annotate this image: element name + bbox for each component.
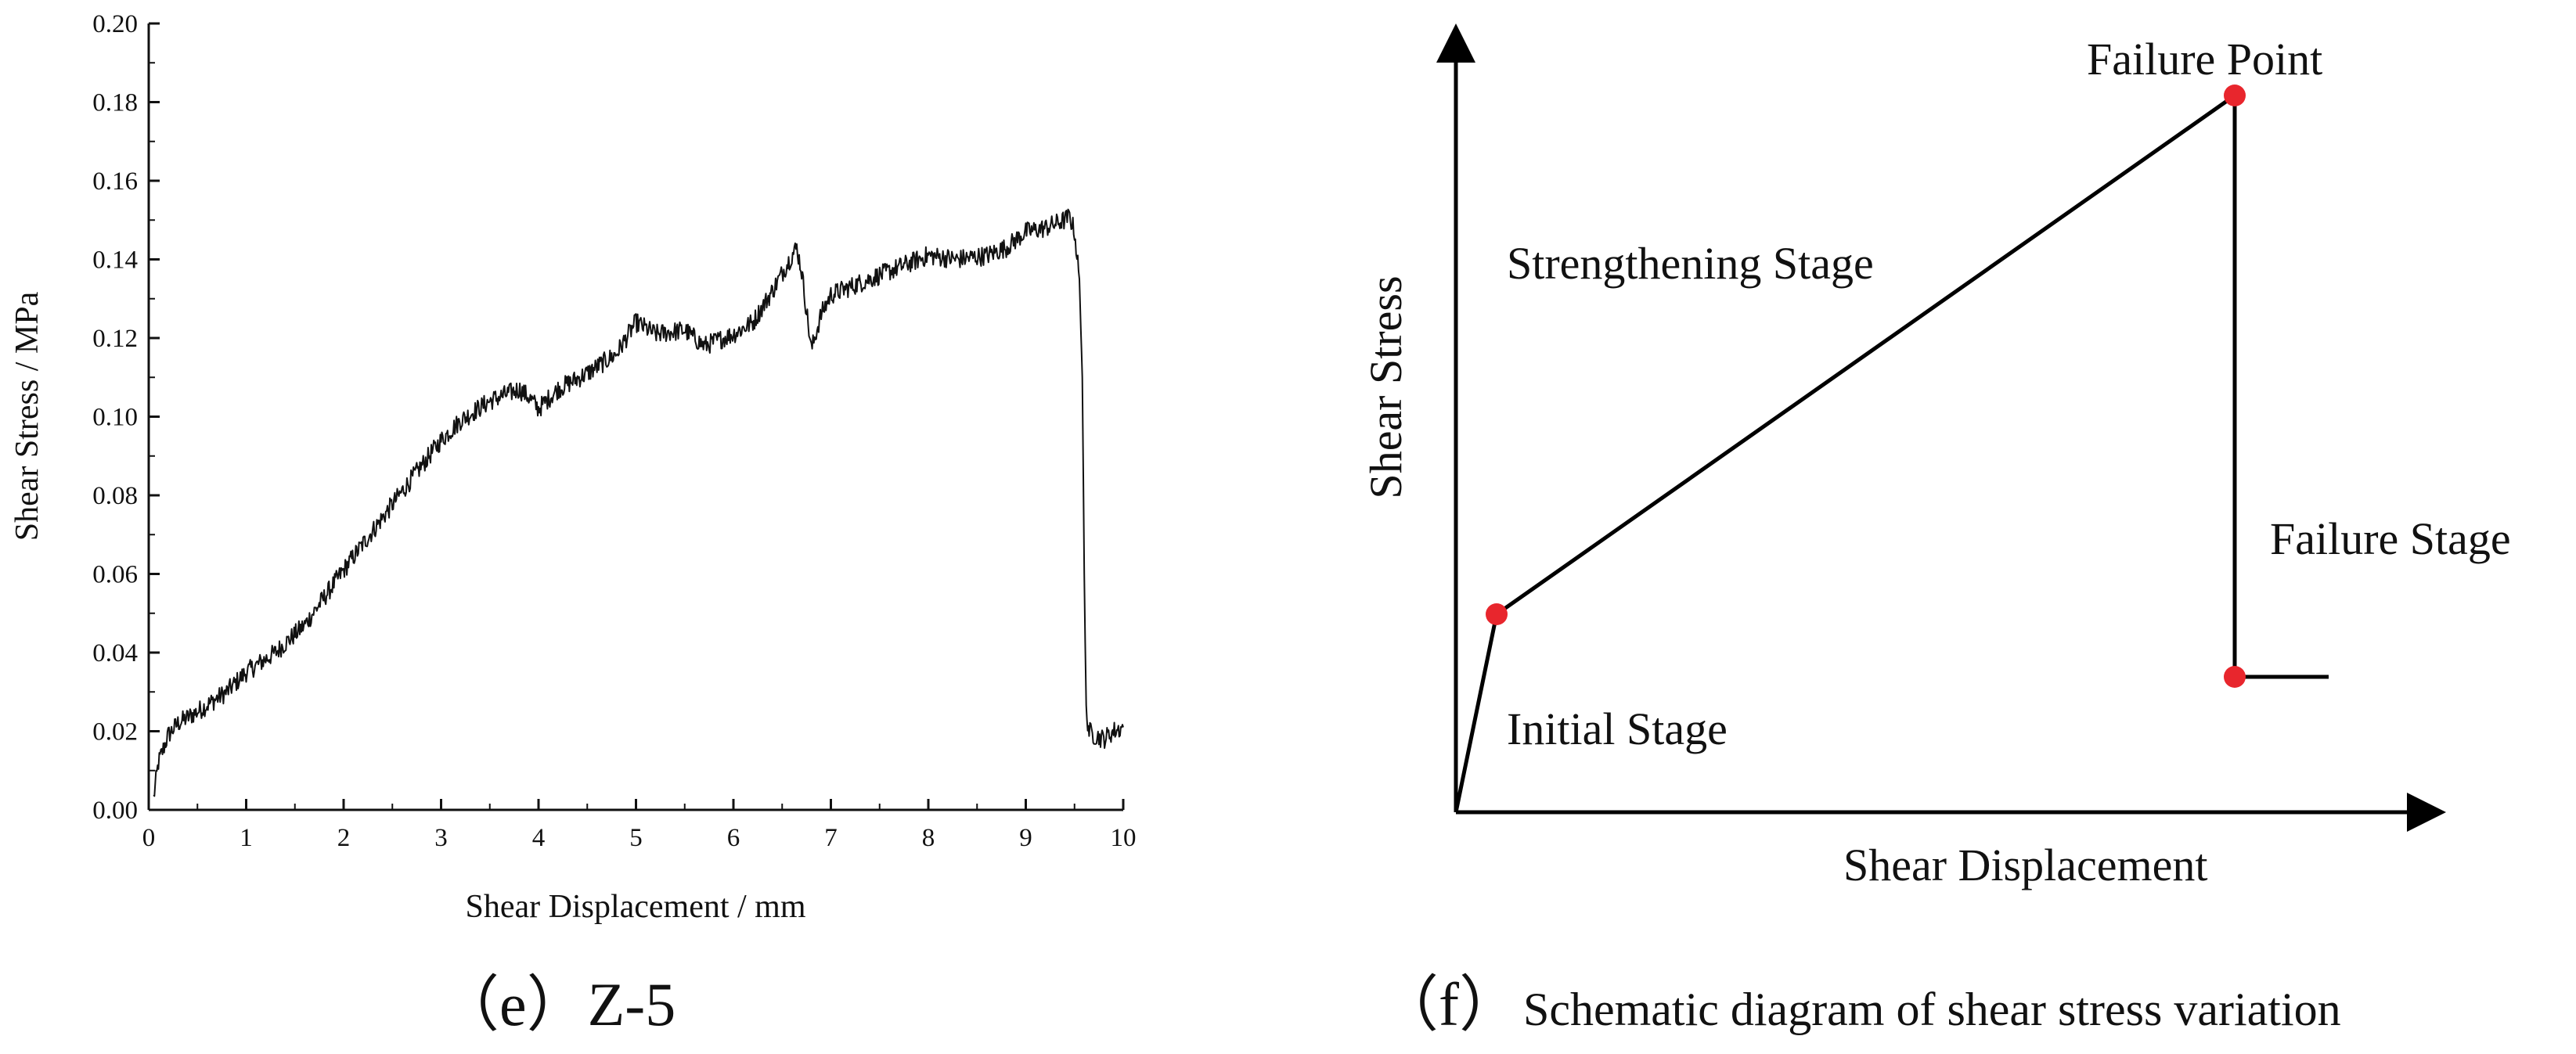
schematic-y-axis-title: Shear Stress (1360, 275, 1411, 498)
x-tick-label: 5 (629, 824, 643, 852)
y-tick-label: 0.20 (92, 10, 138, 38)
schematic-x-axis-title: Shear Displacement (1843, 840, 2207, 890)
label-failure-stage: Failure Stage (2270, 513, 2511, 564)
initial-stage-end-point (1486, 603, 1508, 625)
label-initial-stage: Initial Stage (1507, 703, 1728, 754)
x-tick-label: 1 (240, 824, 253, 852)
y-tick-label: 0.18 (92, 89, 138, 117)
caption-f: （f） Schematic diagram of shear stress va… (1378, 970, 2341, 1038)
x-tick-label: 10 (1111, 824, 1137, 852)
y-ticks: 0.00 0.02 0.04 0.06 0.08 0.10 0.12 0.14 0.16 0.18… (92, 10, 160, 825)
x-tick-label: 2 (337, 824, 351, 852)
y-tick-label: 0.16 (92, 167, 138, 196)
y-tick-label: 0.06 (92, 561, 138, 589)
schematic-diagram: Failure Point Strengthening Stage Failur… (1360, 23, 2511, 890)
chart-z5: 0.00 0.02 0.04 0.06 0.08 0.10 0.12 0.14 0.16 0.18… (9, 10, 1137, 925)
y-tick-label: 0.12 (92, 325, 138, 353)
x-tick-label: 0 (142, 824, 156, 852)
label-failure-point: Failure Point (2087, 34, 2322, 85)
x-tick-label: 7 (824, 824, 838, 852)
series-line (153, 208, 1124, 797)
y-tick-label: 0.08 (92, 482, 138, 510)
x-ticks: 0 1 2 3 4 5 6 7 8 9 10 (142, 799, 1137, 852)
y-tick-label: 0.02 (92, 718, 138, 746)
series-group (153, 208, 1124, 797)
y-tick-label: 0.04 (92, 639, 138, 667)
x-tick-label: 6 (727, 824, 740, 852)
caption-f-prefix: （f） (1378, 970, 1520, 1038)
failure-point-marker (2224, 85, 2246, 106)
caption-e: （e）Z-5 (438, 970, 676, 1038)
y-tick-label: 0.14 (92, 246, 138, 275)
y-axis-title: Shear Stress / MPa (9, 291, 45, 541)
label-strengthening-stage: Strengthening Stage (1507, 238, 1874, 289)
residual-point-marker (2224, 666, 2246, 688)
y-tick-label: 0.00 (92, 797, 138, 825)
x-tick-label: 4 (532, 824, 546, 852)
x-tick-label: 8 (922, 824, 935, 852)
caption-f-text: Schematic diagram of shear stress variat… (1523, 984, 2341, 1035)
x-tick-label: 9 (1019, 824, 1032, 852)
y-tick-label: 0.10 (92, 404, 138, 432)
x-tick-label: 3 (434, 824, 448, 852)
x-axis-title: Shear Displacement / mm (465, 889, 805, 925)
